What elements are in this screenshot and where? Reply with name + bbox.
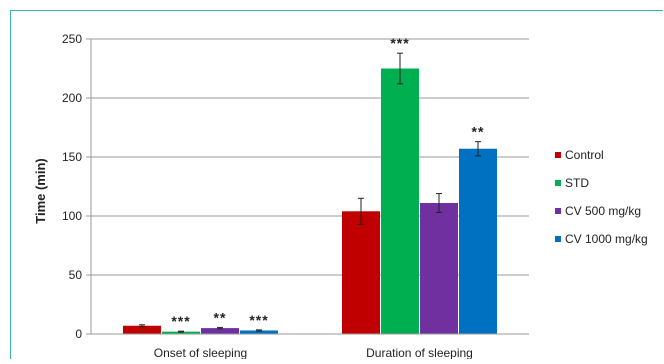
category-label: Duration of sleeping [366, 346, 473, 359]
significance-marks: *** ** ******** [171, 35, 485, 329]
legend-swatch [555, 180, 561, 186]
bar [420, 203, 458, 334]
bar [240, 330, 278, 334]
significance-label: ** [472, 124, 485, 140]
y-tick-label: 150 [62, 150, 82, 164]
y-tick-label: 50 [69, 268, 83, 282]
bar [342, 211, 380, 334]
bar [459, 148, 497, 334]
significance-label: ** [214, 309, 227, 325]
significance-label: *** [390, 35, 409, 51]
legend-label: CV 500 mg/kg [565, 204, 641, 218]
chart-frame: 0 50 100 150 200 250 *** ** *** *** ** Onset of s… [10, 10, 663, 360]
legend-label: Control [565, 148, 604, 162]
legend-label: CV 1000 mg/kg [565, 232, 648, 246]
significance-label: *** [171, 313, 190, 329]
legend: Control STD CV 500 mg/kg CV 1000 mg/kg [555, 148, 648, 246]
significance-label: *** [249, 312, 268, 328]
legend-label: STD [565, 176, 589, 190]
y-tick-label: 200 [62, 91, 82, 105]
y-tick-label: 100 [62, 209, 82, 223]
legend-swatch [555, 236, 561, 242]
bars [123, 68, 497, 334]
grid-lines [86, 38, 529, 335]
bar [162, 331, 200, 334]
legend-swatch [555, 152, 561, 158]
legend-swatch [555, 208, 561, 214]
y-tick-label: 0 [75, 327, 82, 341]
bar [381, 68, 419, 334]
bar [201, 328, 239, 334]
y-tick-labels: 0 50 100 150 200 250 [62, 32, 82, 341]
category-label: Onset of sleeping [154, 346, 247, 359]
axes [90, 39, 529, 335]
category-labels: Onset of sleeping Duration of sleeping [154, 346, 473, 360]
y-tick-label: 250 [62, 32, 82, 46]
y-axis-title: Time (min) [33, 158, 48, 224]
error-bars [139, 52, 481, 333]
bar [123, 325, 161, 334]
